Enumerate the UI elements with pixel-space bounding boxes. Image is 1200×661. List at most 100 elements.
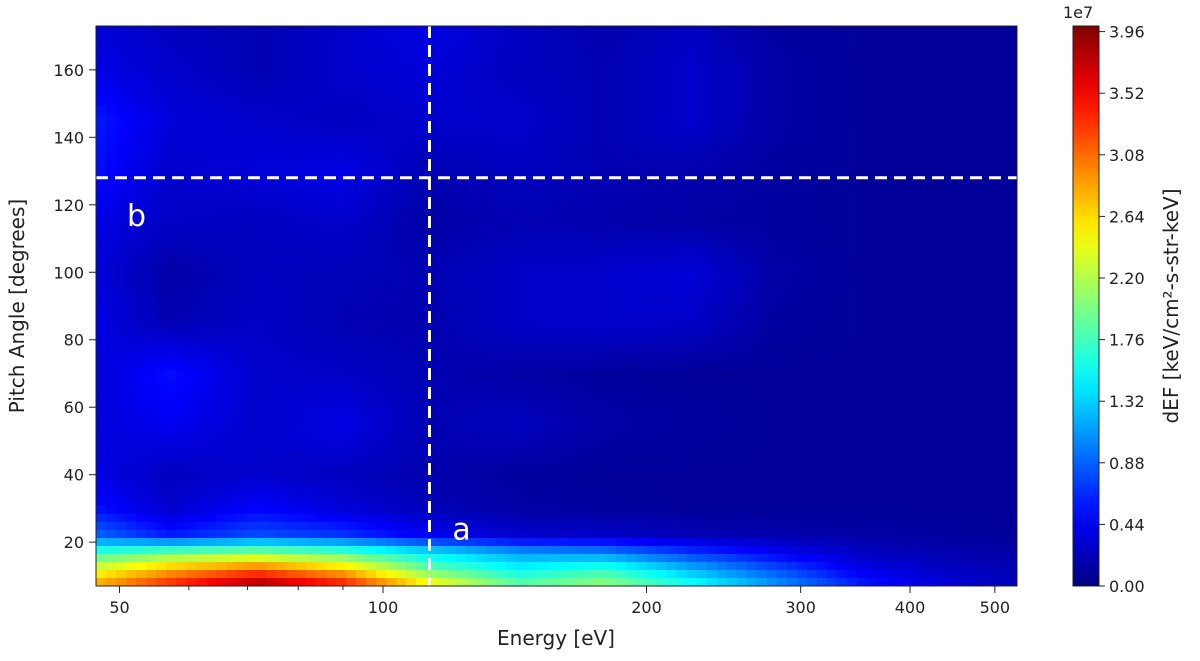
heatmap-cell xyxy=(126,274,137,283)
heatmap-cell xyxy=(826,178,838,187)
heatmap-cell xyxy=(756,314,768,323)
heatmap-cell xyxy=(756,242,768,251)
heatmap-cell xyxy=(246,162,257,171)
heatmap-cell xyxy=(306,354,317,363)
heatmap-cell xyxy=(676,146,688,155)
heatmap-cell xyxy=(596,234,608,243)
heatmap-cell xyxy=(566,442,578,451)
heatmap-cell xyxy=(916,434,928,443)
heatmap-cell xyxy=(486,322,498,331)
heatmap-cell xyxy=(416,90,427,99)
heatmap-cell xyxy=(176,50,187,59)
heatmap-cell xyxy=(596,394,608,403)
heatmap-cell xyxy=(516,282,528,291)
heatmap-cell xyxy=(156,170,167,179)
heatmap-cell xyxy=(546,434,558,443)
heatmap-cell xyxy=(876,26,888,35)
heatmap-cell xyxy=(416,66,427,75)
heatmap-cell xyxy=(806,42,818,51)
heatmap-cell xyxy=(456,170,467,179)
heatmap-cell xyxy=(406,138,417,147)
heatmap-cell xyxy=(316,202,327,211)
heatmap-cell xyxy=(766,226,778,235)
heatmap-cell xyxy=(746,258,758,267)
heatmap-cell xyxy=(286,346,297,355)
heatmap-cell xyxy=(126,306,137,315)
heatmap-cell xyxy=(756,74,768,83)
heatmap-cell xyxy=(796,130,808,139)
heatmap-cell xyxy=(376,106,387,115)
heatmap-cell xyxy=(506,178,518,187)
heatmap-cell xyxy=(376,178,387,187)
heatmap-cell xyxy=(856,90,868,99)
heatmap-cell xyxy=(426,378,437,387)
heatmap-cell xyxy=(496,170,508,179)
heatmap-cell xyxy=(506,186,518,195)
heatmap-cell xyxy=(356,146,367,155)
heatmap-cell xyxy=(296,458,307,467)
heatmap-cell xyxy=(686,298,698,307)
heatmap-cell xyxy=(746,202,758,211)
heatmap-cell xyxy=(406,170,417,179)
heatmap-cell xyxy=(206,386,217,395)
heatmap-cell xyxy=(346,402,357,411)
heatmap-cell xyxy=(896,34,908,43)
heatmap-cell xyxy=(436,82,447,91)
heatmap-cell xyxy=(356,138,367,147)
heatmap-cell xyxy=(306,394,317,403)
heatmap-cell xyxy=(586,290,598,299)
heatmap-cell xyxy=(336,282,347,291)
heatmap-cell xyxy=(336,418,347,427)
heatmap-cell xyxy=(616,74,628,83)
heatmap-cell xyxy=(916,170,928,179)
heatmap-cell xyxy=(526,98,538,107)
heatmap-cell xyxy=(456,322,467,331)
heatmap-cell xyxy=(486,66,498,75)
heatmap-cell xyxy=(646,362,658,371)
heatmap-cell xyxy=(996,242,1008,251)
heatmap-cell xyxy=(736,386,748,395)
heatmap-cell xyxy=(506,402,518,411)
heatmap-cell xyxy=(726,146,738,155)
heatmap-cell xyxy=(776,226,788,235)
heatmap-cell xyxy=(986,434,998,443)
heatmap-cell xyxy=(216,402,227,411)
heatmap-cell xyxy=(886,146,898,155)
heatmap-cell xyxy=(116,418,127,427)
heatmap-cell xyxy=(526,402,538,411)
heatmap-cell xyxy=(766,378,778,387)
heatmap-cell xyxy=(446,34,457,43)
heatmap-cell xyxy=(696,386,708,395)
heatmap-cell xyxy=(276,394,287,403)
heatmap-cell xyxy=(96,42,107,51)
heatmap-cell xyxy=(576,362,588,371)
heatmap-cell xyxy=(256,298,267,307)
heatmap-cell xyxy=(306,322,317,331)
heatmap-cell xyxy=(816,106,828,115)
heatmap-cell xyxy=(436,298,447,307)
heatmap-cell xyxy=(226,26,237,35)
heatmap-cell xyxy=(446,154,457,163)
heatmap-cell xyxy=(106,242,117,251)
heatmap-cell xyxy=(356,50,367,59)
heatmap-cell xyxy=(606,186,618,195)
heatmap-cell xyxy=(756,410,768,419)
heatmap-cell xyxy=(506,98,518,107)
heatmap-cell xyxy=(586,234,598,243)
heatmap-cell xyxy=(666,82,678,91)
heatmap-cell xyxy=(836,58,848,67)
heatmap-cell xyxy=(286,210,297,219)
heatmap-cell xyxy=(756,202,768,211)
heatmap-cell xyxy=(666,274,678,283)
heatmap-cell xyxy=(616,58,628,67)
heatmap-cell xyxy=(236,258,247,267)
heatmap-cell xyxy=(456,426,467,435)
heatmap-cell xyxy=(246,290,257,299)
heatmap-cell xyxy=(716,426,728,435)
heatmap-cell xyxy=(366,338,377,347)
heatmap-cell xyxy=(256,354,267,363)
heatmap-cell xyxy=(686,66,698,75)
heatmap-cell xyxy=(836,266,848,275)
heatmap-cell xyxy=(896,138,908,147)
heatmap-cell xyxy=(436,170,447,179)
